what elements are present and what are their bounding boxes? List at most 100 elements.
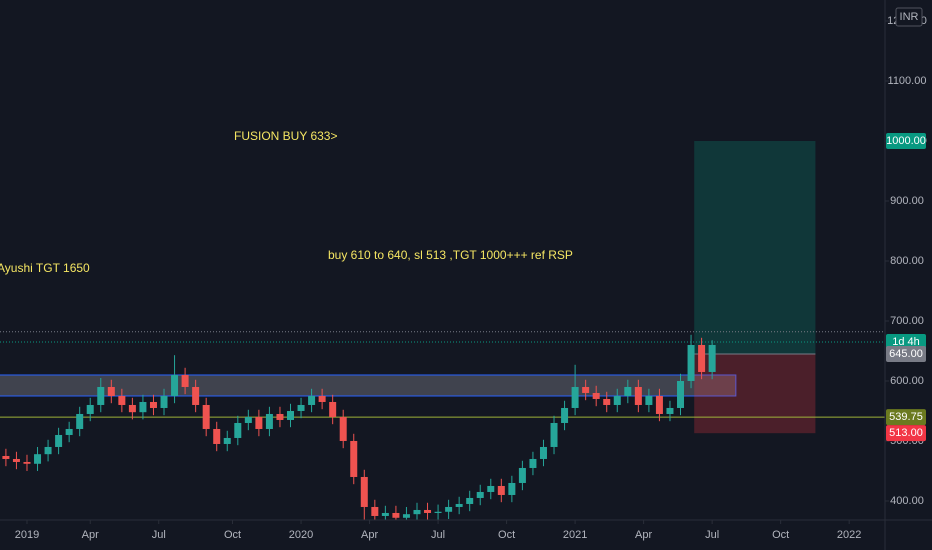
candle-body (634, 386, 642, 405)
price-label: 513.00 (889, 427, 923, 439)
annotation: FUSION BUY 633> (234, 129, 338, 143)
candle-body (97, 386, 105, 405)
x-tick-label: Apr (635, 529, 652, 541)
candle-body (561, 407, 569, 423)
y-tick-label: 900.00 (890, 195, 924, 207)
x-tick-label: 2019 (15, 529, 39, 541)
y-tick-label: 700.00 (890, 315, 924, 327)
candle-body (329, 401, 337, 417)
y-tick-label: 600.00 (890, 375, 924, 387)
price-label-box (886, 409, 926, 426)
price-label-box (886, 132, 926, 149)
candle-body (424, 509, 432, 513)
candle-body (318, 395, 326, 402)
candle-body (234, 422, 242, 438)
candle-body (603, 398, 611, 405)
candle-body (360, 476, 368, 507)
candle-body (371, 506, 379, 516)
candle-body (645, 395, 653, 405)
candle-body (12, 458, 20, 462)
price-label: 645.00 (889, 348, 923, 360)
x-tick-label: 2021 (563, 529, 587, 541)
annotation: Ayushi TGT 1650 (0, 261, 90, 275)
candle-body (276, 413, 284, 420)
y-tick-label: 1100.00 (888, 75, 927, 87)
y-tick-label: 400.00 (890, 495, 924, 507)
candle-body (76, 413, 84, 429)
target-zone (694, 140, 816, 354)
candle-body (160, 395, 168, 408)
currency-box (895, 7, 923, 27)
x-tick-label: Jul (431, 529, 445, 541)
candle-body (539, 446, 547, 459)
x-tick-label: Jul (152, 529, 166, 541)
candle-body (308, 395, 316, 405)
price-label: 1000.00 (886, 135, 926, 147)
price-label-box (886, 345, 926, 362)
candle-body (350, 440, 358, 477)
candle-body (34, 454, 42, 464)
candle-body (392, 512, 400, 518)
candle-body (265, 413, 273, 429)
candle-body (529, 458, 537, 468)
candle-body (434, 511, 442, 513)
x-tick-label: 2022 (837, 529, 861, 541)
candle-body (192, 386, 200, 405)
x-tick-label: Jul (705, 529, 719, 541)
candle-body (571, 386, 579, 408)
annotation: buy 610 to 640, sl 513 ,TGT 1000+++ ref … (328, 248, 573, 262)
candle-body (149, 401, 157, 408)
axes: 2019 Apr Jul Oct 2020 Apr Jul Oct 2021 Apr Jul Oct 2… (15, 7, 927, 541)
candle-body (698, 344, 706, 372)
candle-body (466, 497, 474, 504)
candle-body (666, 407, 674, 414)
candle-body (613, 395, 621, 405)
candle-body (413, 509, 421, 515)
x-tick-label: Oct (224, 529, 241, 541)
candle-body (476, 491, 484, 498)
candle-body (55, 434, 63, 447)
x-tick-label: Oct (772, 529, 789, 541)
candle-body (202, 404, 210, 429)
candle-body (128, 404, 136, 413)
candle-body (244, 416, 252, 423)
candle-body (65, 428, 73, 435)
candle-body (455, 503, 463, 507)
candle-body (592, 392, 600, 399)
candle-body (213, 428, 221, 444)
plot-area: FUSION BUY 633> buy 610 to 640, sl 513 ,T… (0, 129, 885, 520)
candle-body (107, 386, 115, 396)
candle-body (497, 485, 505, 495)
candle-body (624, 386, 632, 396)
candle-body (2, 455, 10, 459)
candle-body (171, 374, 179, 396)
candle-body (255, 416, 263, 429)
price-label: 539.75 (889, 411, 923, 423)
x-tick-label: 2020 (289, 529, 313, 541)
candle-body (582, 386, 590, 393)
x-tick-label: Apr (361, 529, 378, 541)
candle-body (445, 506, 453, 512)
candle-body (487, 485, 495, 492)
candle-body (677, 380, 685, 408)
candle-body (708, 344, 716, 372)
candle-body (339, 416, 347, 441)
candle-body (181, 374, 189, 387)
candle-body (44, 446, 52, 455)
candle-body (297, 404, 305, 411)
y-tick-label: 800.00 (890, 255, 924, 267)
candle-body (518, 467, 526, 483)
currency: INR (900, 11, 919, 23)
x-tick-label: Apr (82, 529, 99, 541)
candle-body (139, 401, 147, 413)
candle-body (508, 482, 516, 495)
candle-body (402, 514, 410, 518)
candle-body (86, 404, 94, 414)
candle-body (223, 437, 231, 444)
x-tick-label: Oct (498, 529, 515, 541)
candle-body (550, 422, 558, 447)
candle-body (687, 344, 695, 381)
candle-body (381, 512, 389, 516)
